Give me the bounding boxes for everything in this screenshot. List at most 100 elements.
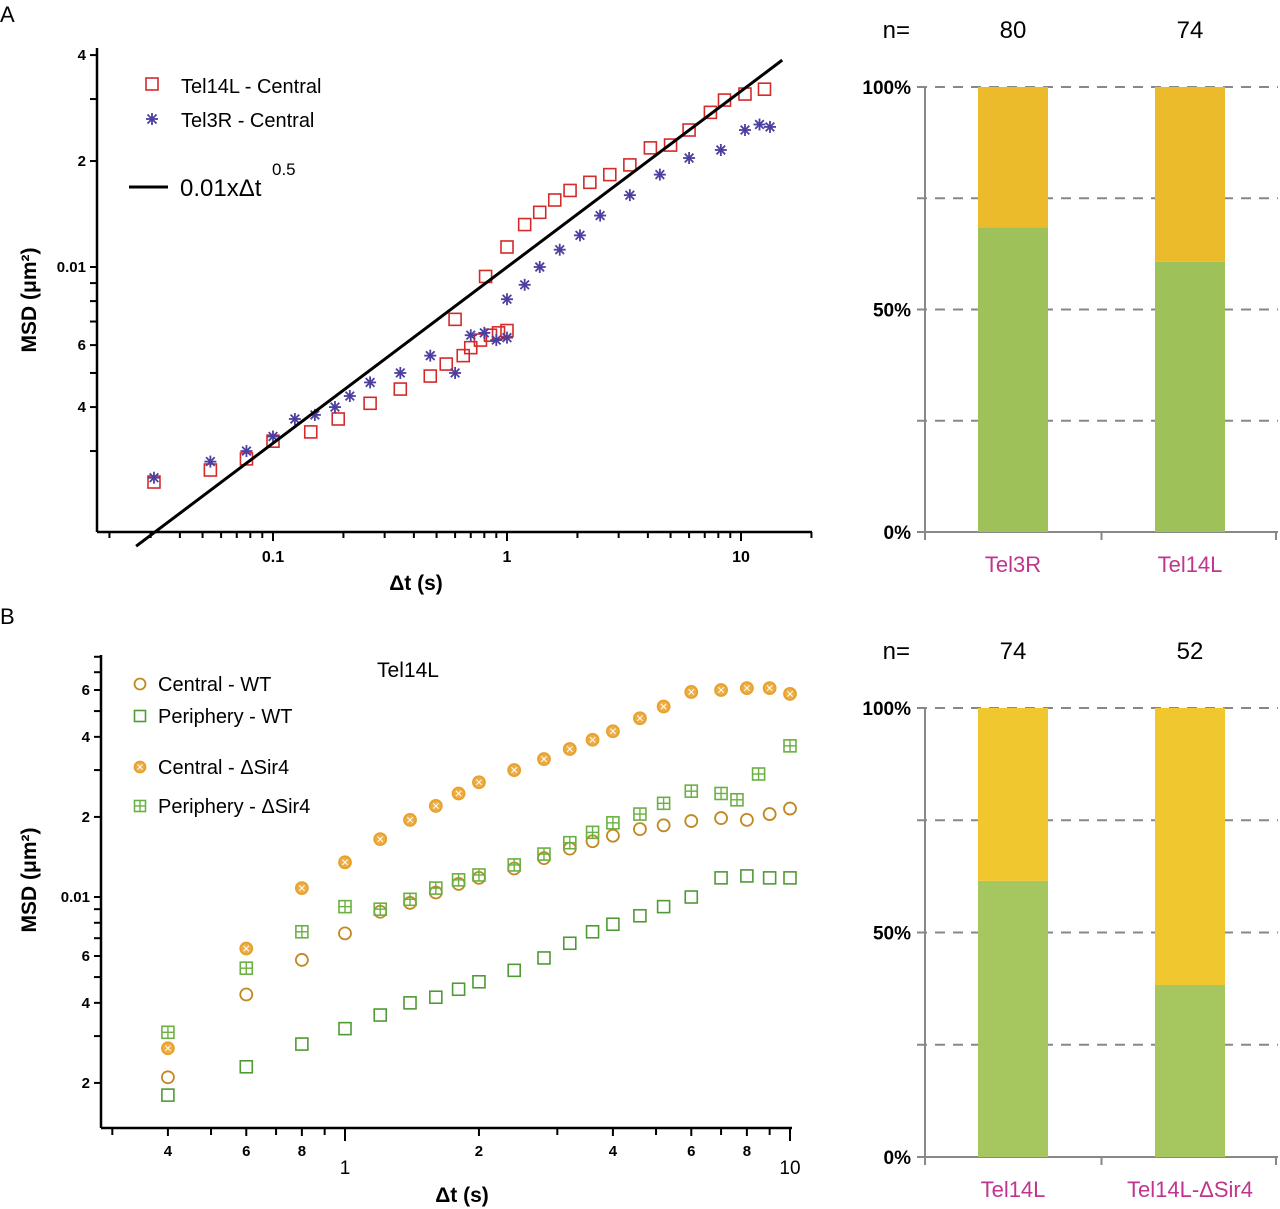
y-tick-label: 50%: [873, 924, 911, 945]
data-point: [553, 243, 566, 256]
x-tick-label: 6: [687, 1143, 695, 1160]
y-tick-label: 4: [78, 47, 87, 64]
category-label: Tel14L-ΔSir4: [1127, 1177, 1253, 1202]
data-point: [133, 709, 147, 723]
data-point: [501, 331, 513, 344]
data-point: [633, 711, 647, 726]
data-point: [562, 835, 577, 850]
marker-square: [295, 1037, 309, 1051]
marker-square: [500, 240, 514, 254]
legend-asterisk-marker: [146, 113, 158, 125]
data-point: [338, 899, 352, 914]
data-point: [239, 1059, 254, 1074]
x-tick-label: 1: [503, 549, 512, 566]
marker-cross: [137, 764, 143, 770]
marker-circle: [161, 1070, 175, 1085]
marker-cross: [341, 859, 349, 866]
data-point: [373, 832, 388, 847]
marker-square: [562, 936, 577, 951]
y-tick-label: 4: [82, 729, 91, 746]
x-tick-label: 1: [340, 1158, 351, 1179]
category-label: Tel3R: [985, 552, 1041, 577]
marker-square: [373, 1008, 388, 1022]
marker-square: [740, 869, 754, 883]
data-point: [762, 871, 777, 885]
data-point: [490, 334, 503, 347]
marker-cross: [718, 686, 725, 694]
marker-square: [451, 982, 466, 997]
marker-circle: [656, 818, 671, 833]
data-point: [147, 471, 160, 484]
data-point: [703, 105, 718, 120]
x-tick-label: 6: [242, 1143, 250, 1160]
marker-stroke: [289, 414, 300, 424]
data-point: [537, 951, 551, 965]
data-point: [537, 847, 551, 861]
legend-superscript: 0.5: [272, 160, 296, 179]
data-point: [606, 724, 620, 739]
data-point: [633, 822, 647, 836]
data-point: [783, 739, 797, 753]
data-point: [757, 82, 772, 96]
data-point: [585, 825, 600, 840]
marker-stroke: [309, 409, 320, 420]
marker-stroke: [502, 294, 512, 305]
marker-cross: [540, 756, 548, 763]
marker-stroke: [715, 145, 726, 155]
data-point: [240, 445, 253, 458]
data-point: [606, 828, 620, 843]
chart-b-marks: [161, 681, 797, 1102]
data-point: [684, 685, 699, 699]
data-point: [585, 732, 600, 747]
n-label: n=: [883, 638, 910, 665]
data-point: [303, 425, 318, 439]
marker-stroke: [465, 330, 476, 341]
y-tick-label: 4: [78, 399, 87, 416]
marker-stroke: [425, 350, 436, 361]
marker-stroke: [149, 472, 159, 483]
data-point: [739, 681, 754, 696]
data-point: [585, 924, 600, 939]
data-point: [343, 390, 356, 403]
data-point: [537, 752, 551, 766]
data-point: [573, 229, 586, 242]
marker-stroke: [534, 262, 545, 272]
data-point: [739, 812, 754, 827]
fit-line: [135, 58, 784, 548]
data-point: [656, 699, 671, 714]
marker-cross: [636, 715, 643, 722]
marker-square: [585, 924, 600, 939]
marker-square: [456, 348, 471, 363]
marker-stroke: [450, 368, 461, 378]
marker-square: [623, 158, 637, 172]
data-point: [783, 801, 797, 816]
marker-square: [537, 951, 551, 965]
data-point: [583, 175, 597, 190]
category-label: Tel14L: [1158, 552, 1223, 577]
panel-letter-b: B: [0, 604, 15, 629]
marker-circle: [239, 987, 254, 1002]
marker-square: [133, 709, 147, 723]
bar-segment-green: [978, 227, 1048, 533]
marker-square: [547, 193, 562, 207]
n-value: 74: [1177, 17, 1204, 44]
y-tick-label: 0%: [884, 523, 912, 544]
marker-circle: [714, 811, 728, 825]
y-tick-label: 100%: [862, 78, 911, 99]
x-tick-label: 8: [298, 1143, 306, 1160]
data-point: [532, 205, 547, 220]
marker-stroke: [479, 327, 490, 338]
data-point: [730, 792, 744, 807]
data-point: [464, 329, 477, 342]
data-point: [363, 396, 377, 411]
data-point: [373, 902, 388, 916]
bar-segment-green: [1155, 985, 1225, 1157]
marker-square: [583, 175, 597, 190]
data-point: [451, 982, 466, 997]
marker-square: [161, 1088, 175, 1102]
data-point: [161, 1041, 175, 1056]
marker-square: [684, 890, 699, 904]
marker-cross: [766, 685, 773, 692]
data-point: [606, 917, 620, 932]
